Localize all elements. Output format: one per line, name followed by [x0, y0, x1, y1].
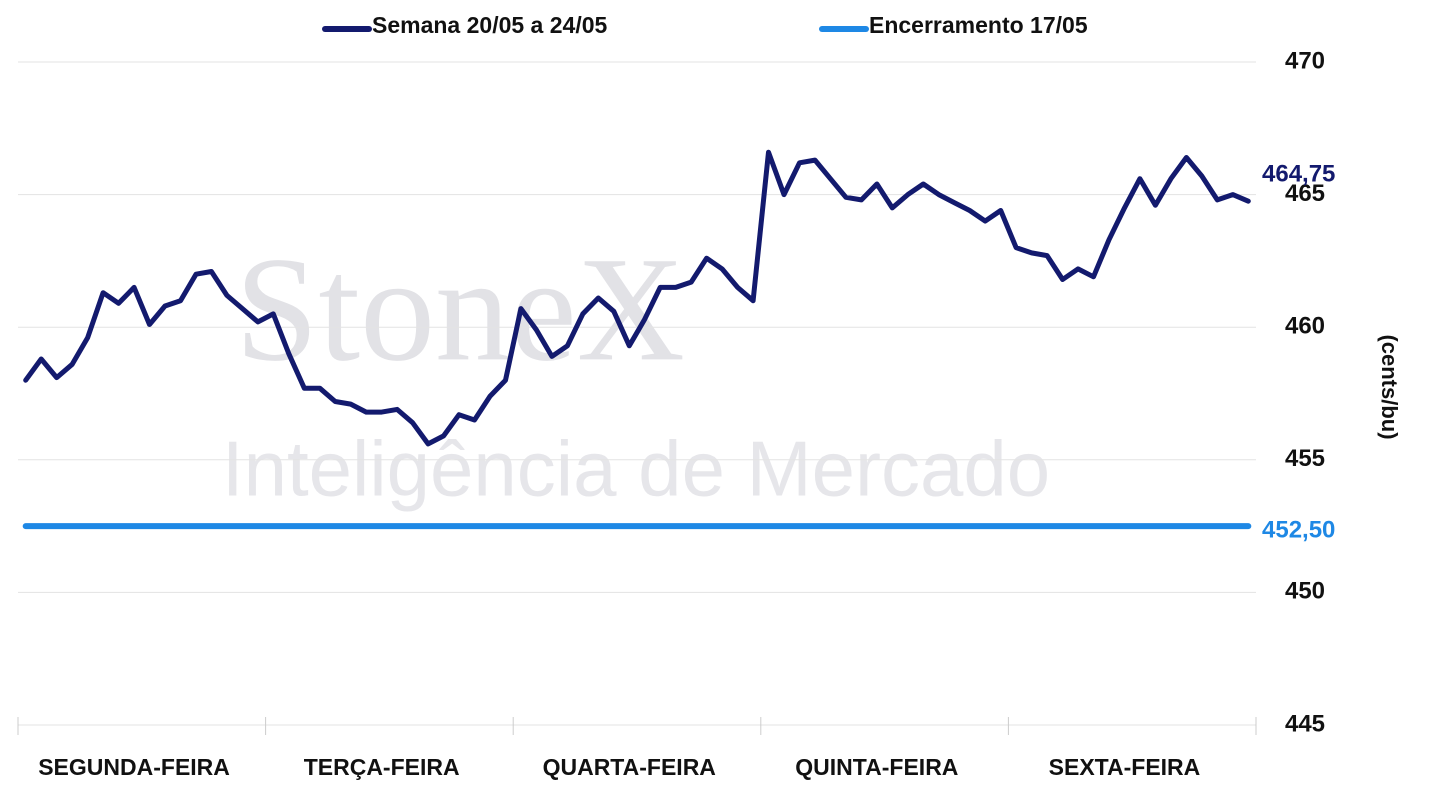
y-tick-label: 465 [1285, 180, 1325, 207]
watermark: Inteligência de Mercado [222, 425, 1050, 513]
x-tick-label: QUARTA-FEIRA [543, 754, 716, 780]
y-axis-title: (cents/bu) [1377, 334, 1402, 439]
value-label: 464,75 [1262, 161, 1335, 188]
y-tick-label: 460 [1285, 313, 1325, 340]
value-label: 452,50 [1262, 516, 1335, 543]
x-tick-label: QUINTA-FEIRA [795, 754, 958, 780]
legend-label: Encerramento 17/05 [869, 12, 1088, 38]
watermark: StoneX [235, 226, 685, 392]
y-tick-label: 445 [1285, 710, 1325, 737]
x-tick-label: SEGUNDA-FEIRA [38, 754, 230, 780]
y-tick-label: 470 [1285, 47, 1325, 74]
x-tick-label: SEXTA-FEIRA [1049, 754, 1201, 780]
x-tick-label: TERÇA-FEIRA [304, 754, 460, 780]
y-tick-label: 450 [1285, 578, 1325, 605]
legend-label: Semana 20/05 a 24/05 [372, 12, 607, 38]
series-line [23, 149, 1251, 447]
y-tick-label: 455 [1285, 445, 1325, 472]
